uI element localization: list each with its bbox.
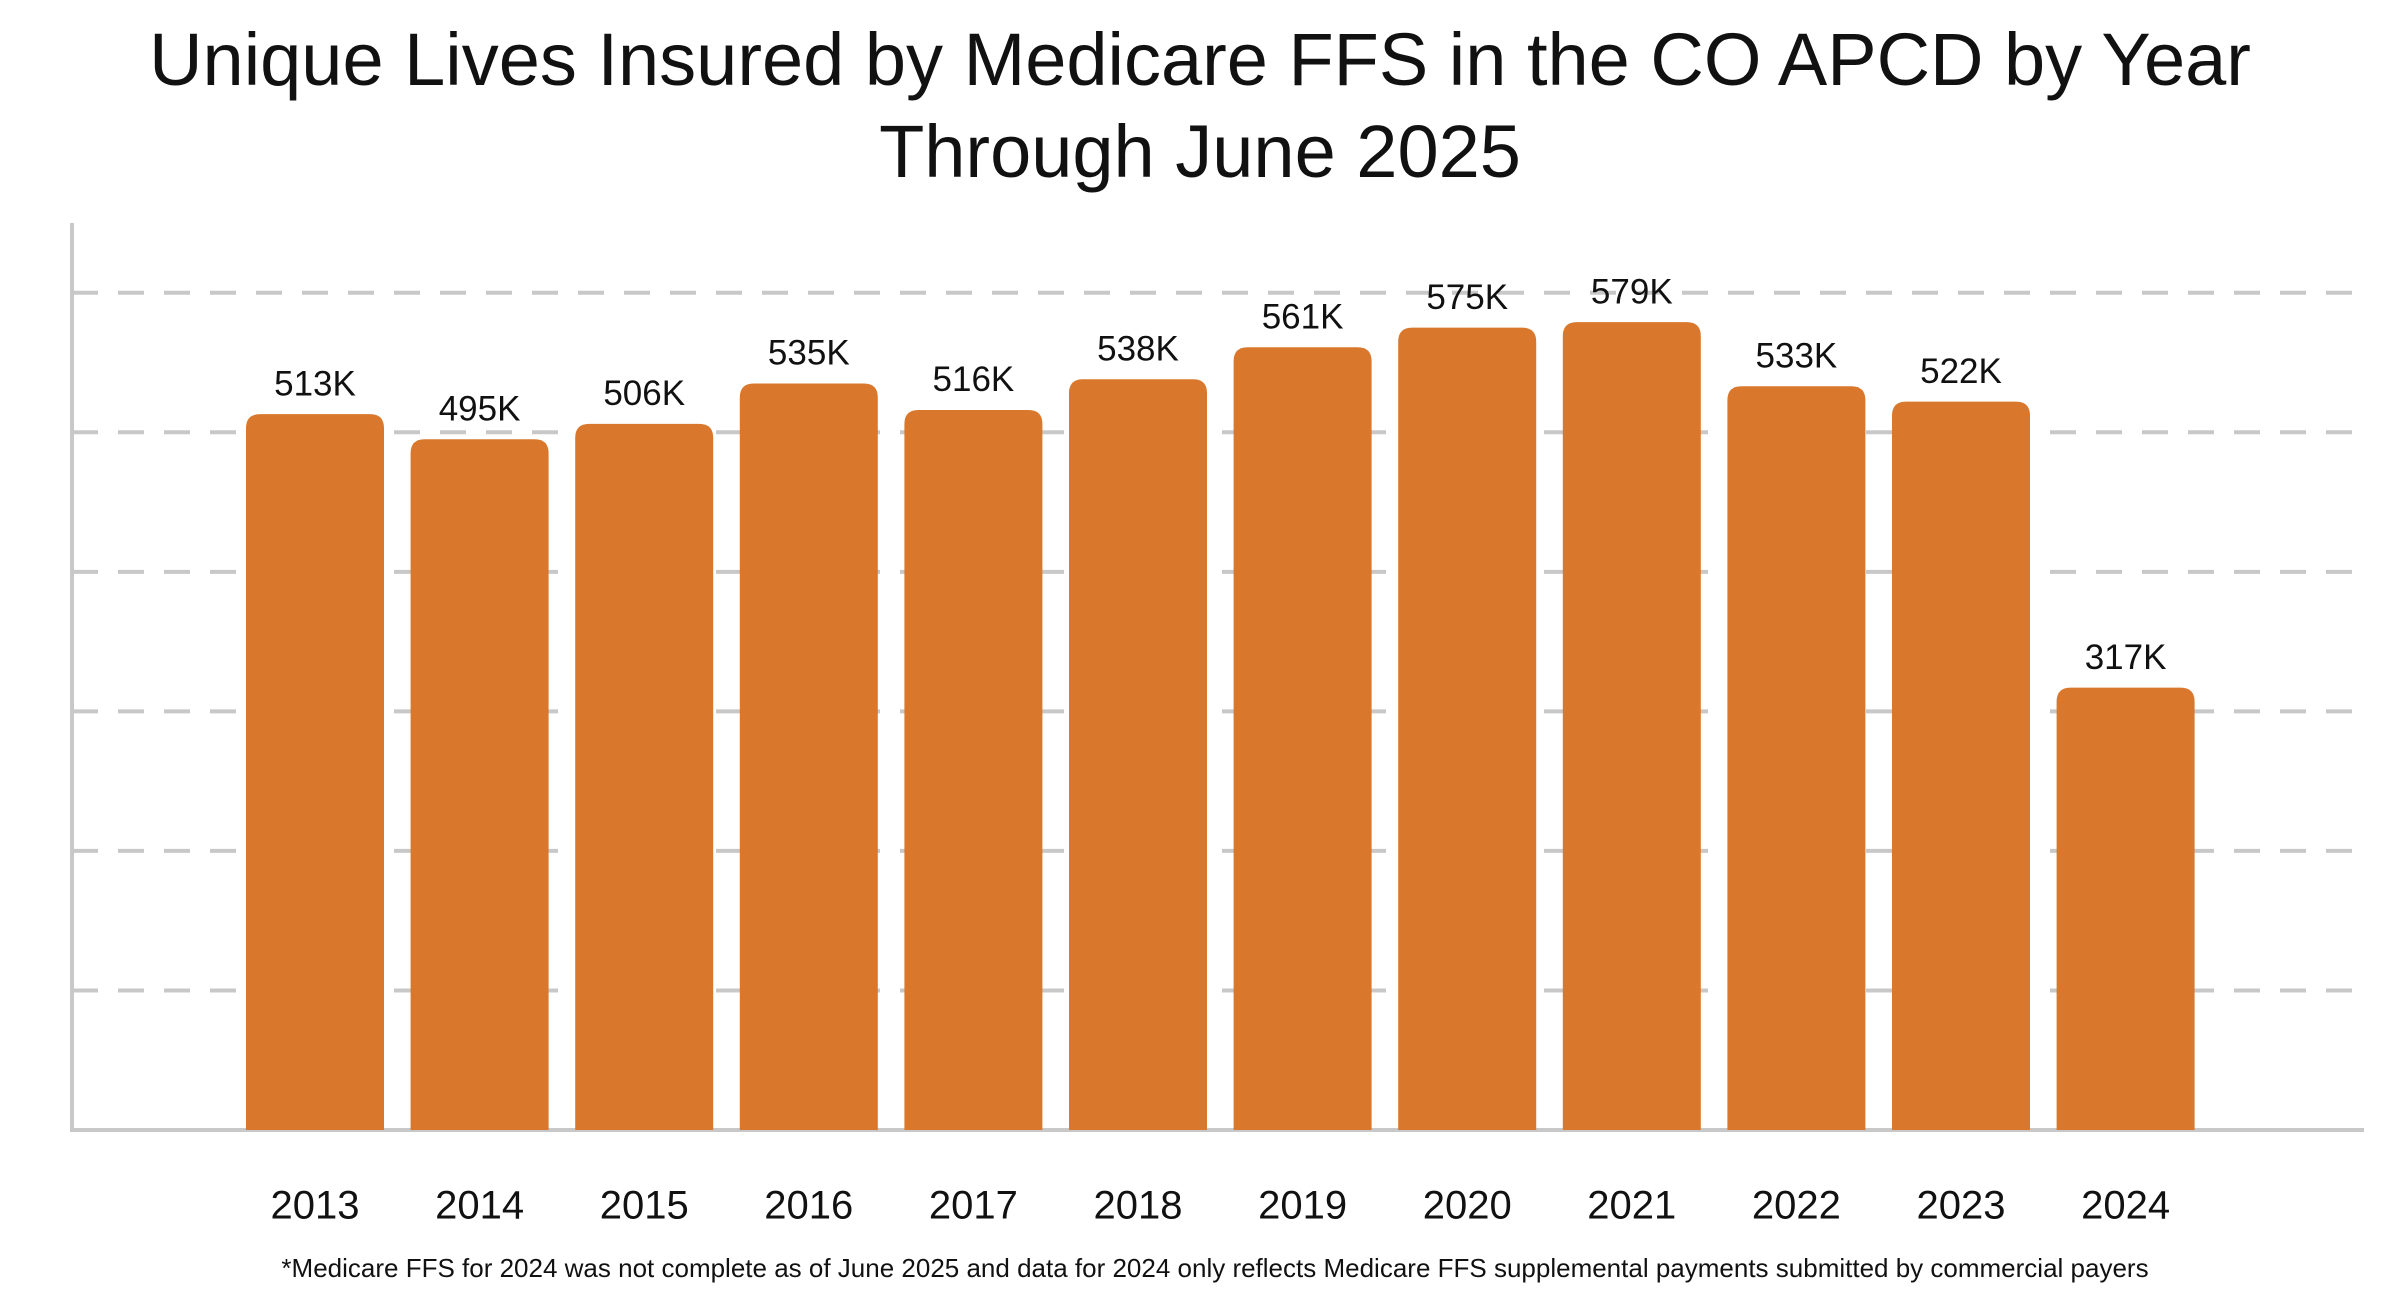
x-tick-label: 2015 [600, 1184, 689, 1228]
bar [1233, 347, 1372, 1131]
bar [410, 439, 549, 1130]
footnote: *Medicare FFS for 2024 was not complete … [281, 1253, 2148, 1283]
value-label: 516K [933, 360, 1015, 399]
bar [246, 414, 384, 1130]
bar [1727, 386, 1866, 1130]
x-tick-label: 2018 [1094, 1184, 1183, 1228]
value-label: 522K [1920, 352, 2002, 391]
bar [1562, 322, 1701, 1131]
bar [1398, 327, 1537, 1131]
value-label: 317K [2085, 638, 2167, 677]
bar [1069, 379, 1207, 1130]
value-label: 495K [439, 390, 521, 429]
bar [904, 409, 1043, 1130]
bar [1892, 401, 2030, 1130]
x-tick-label: 2016 [764, 1184, 853, 1228]
value-label: 561K [1262, 297, 1344, 336]
x-tick-label: 2021 [1587, 1184, 1676, 1228]
x-tick-label: 2014 [435, 1184, 524, 1228]
bar [2056, 687, 2195, 1130]
x-tick-label: 2022 [1752, 1184, 1841, 1228]
value-label: 533K [1756, 337, 1838, 376]
bar [575, 423, 714, 1130]
bar [739, 383, 878, 1130]
value-label: 535K [768, 334, 850, 373]
x-tick-label: 2019 [1258, 1184, 1347, 1228]
x-tick-label: 2017 [929, 1184, 1018, 1228]
x-tick-label: 2013 [271, 1184, 360, 1228]
x-tick-label: 2023 [1917, 1184, 2006, 1228]
value-label: 538K [1097, 330, 1179, 369]
x-tick-label: 2020 [1423, 1184, 1512, 1228]
chart-title: Unique Lives Insured by Medicare FFS in … [149, 18, 2251, 193]
value-label: 513K [274, 364, 356, 403]
value-label: 579K [1591, 272, 1673, 311]
value-label: 575K [1426, 278, 1508, 317]
value-label: 506K [603, 374, 685, 413]
x-tick-label: 2024 [2081, 1184, 2170, 1228]
